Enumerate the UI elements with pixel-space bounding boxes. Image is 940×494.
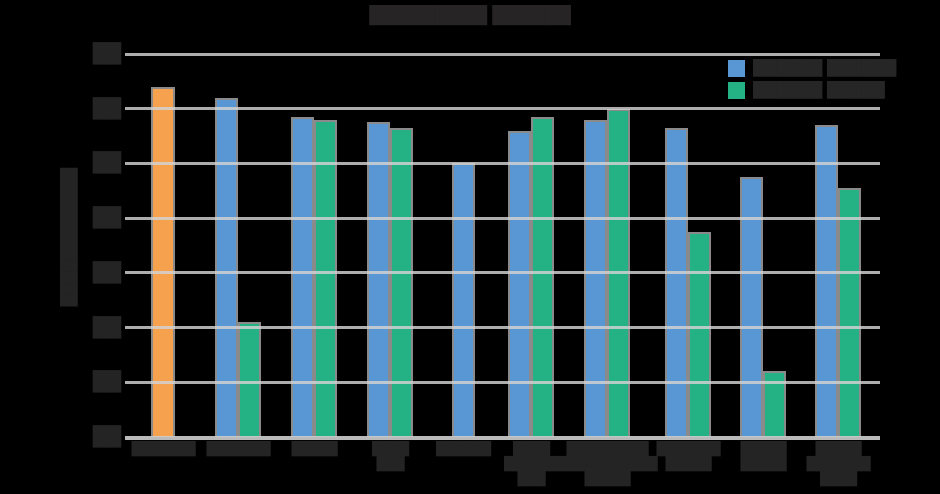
x-axis-line bbox=[125, 435, 880, 440]
x-category-label-line: ███ bbox=[376, 457, 405, 472]
x-category-label-line: █████████ bbox=[566, 442, 649, 457]
bar-legend-item-green-9 bbox=[838, 188, 862, 437]
x-category-label: ███████ bbox=[372, 442, 409, 472]
bar-legend-item-green-5 bbox=[531, 116, 555, 437]
gridline bbox=[125, 107, 880, 111]
x-category-label-line: █████ bbox=[740, 457, 787, 472]
x-category-label-line: ██████ bbox=[436, 442, 491, 457]
x-category-label-line: ██████ bbox=[504, 457, 559, 472]
legend-item-green: ██████ █████ bbox=[728, 82, 896, 99]
bar-legend-item-blue-7 bbox=[664, 127, 688, 437]
legend-label-blue: ██████ ██████ bbox=[753, 59, 897, 77]
bar-legend-item-blue-9 bbox=[814, 125, 838, 437]
y-tick-label: ██ bbox=[92, 152, 121, 175]
x-category-label: █████████ ███████████ █████ bbox=[557, 442, 658, 487]
x-category-label-line: █████ bbox=[740, 442, 787, 457]
x-category-label-line: ███████ bbox=[131, 442, 196, 457]
y-tick-label: ██ bbox=[92, 261, 121, 284]
x-category-label-line: ███████ bbox=[806, 457, 871, 472]
y-tick-label: ██ bbox=[92, 371, 121, 394]
gridline bbox=[125, 271, 880, 275]
legend-swatch-blue bbox=[728, 60, 745, 77]
bar-legend-item-blue-3 bbox=[366, 122, 390, 437]
x-category-label: █████ █████ bbox=[740, 442, 787, 472]
bar-legend-item-blue-5 bbox=[507, 130, 531, 437]
x-category-label: █████ bbox=[291, 442, 338, 457]
x-category-label-line: ████ bbox=[372, 442, 409, 457]
gridline bbox=[125, 326, 880, 330]
y-axis-title: ████████████ bbox=[60, 168, 78, 307]
x-category-label-line: ████ bbox=[513, 442, 550, 457]
bar-legend-item-green-1 bbox=[238, 322, 262, 437]
x-category-label-line: ███████ bbox=[656, 442, 721, 457]
gridline bbox=[125, 380, 880, 384]
bar-legend-item-blue-4 bbox=[451, 163, 475, 437]
legend-label-green: ██████ █████ bbox=[753, 81, 885, 99]
gridline bbox=[125, 216, 880, 220]
bar-legend-item-blue-2 bbox=[290, 116, 314, 437]
x-category-label-line: █████ bbox=[584, 472, 630, 487]
bar-legend-item-blue-6 bbox=[583, 119, 607, 437]
y-tick-label: ██ bbox=[92, 97, 121, 120]
chart-title: █████████ ██████ bbox=[369, 6, 571, 26]
x-category-label: ███████ bbox=[206, 442, 271, 457]
legend: ██████ ██████ ██████ █████ bbox=[728, 60, 896, 104]
x-category-label-line: █████ bbox=[815, 442, 861, 457]
x-category-label-line: ███████ bbox=[206, 442, 271, 457]
bar-legend-item-green-7 bbox=[688, 231, 712, 437]
y-tick-label: ██ bbox=[92, 316, 121, 339]
legend-item-blue: ██████ ██████ bbox=[728, 60, 896, 77]
x-category-label: ███████ █████ bbox=[656, 442, 721, 472]
bar-legend-item-blue-1 bbox=[214, 97, 238, 437]
gridline bbox=[125, 161, 880, 165]
y-tick-label: ██ bbox=[92, 43, 121, 65]
x-category-label-line: ████ bbox=[819, 472, 857, 487]
x-category-label: ██████ bbox=[436, 442, 491, 457]
x-category-label-line: █████ bbox=[665, 457, 711, 472]
y-tick-label: ██ bbox=[92, 426, 121, 448]
bar-legend-item-green-8 bbox=[763, 371, 787, 437]
y-tick-label: ██ bbox=[92, 207, 121, 230]
x-category-label: █████ ███████ ████ bbox=[806, 442, 871, 487]
x-category-label-line: █████ bbox=[291, 442, 338, 457]
x-category-label: ████ ██████ ███ bbox=[504, 442, 559, 487]
bar-legend-item-green-3 bbox=[390, 127, 414, 437]
gridline bbox=[125, 52, 880, 56]
x-category-label: ███████ bbox=[131, 442, 196, 457]
bar-legend-item-blue-8 bbox=[739, 177, 763, 437]
x-category-label-line: ███ bbox=[517, 472, 546, 487]
legend-swatch-green bbox=[728, 82, 745, 99]
bar-highlight-orange-0 bbox=[151, 86, 175, 437]
x-category-label-line: ███████████ bbox=[557, 457, 658, 472]
bar-legend-item-green-2 bbox=[314, 119, 338, 437]
